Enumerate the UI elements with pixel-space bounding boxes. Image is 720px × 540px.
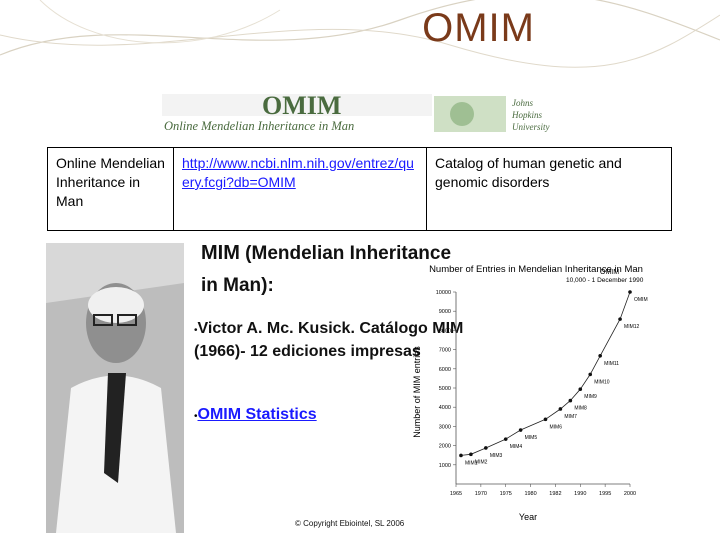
omim-statistics-link[interactable]: OMIM Statistics	[197, 406, 317, 423]
chart-point	[484, 446, 488, 450]
chart-y-tick-label: 3000	[439, 424, 451, 430]
chart-y-axis-label: Number of MIM entries	[412, 346, 422, 438]
bullet-statistics: •OMIM Statistics	[194, 406, 317, 424]
chart-point	[568, 398, 573, 403]
slide-title: OMIM	[422, 6, 535, 50]
chart-point-label: MIM10	[594, 379, 610, 385]
chart-y-tick-label: 8000	[439, 328, 451, 334]
table-cell-description: Catalog of human genetic and genomic dis…	[426, 147, 672, 231]
chart-x-tick-label: 1995	[599, 491, 611, 497]
chart-point	[543, 417, 548, 422]
chart-point	[578, 387, 583, 392]
chart-point	[459, 453, 463, 458]
chart-point-label: MIM4	[510, 444, 523, 450]
chart-y-tick-label: 10000	[436, 290, 451, 296]
chart-point-label: MIM5	[525, 435, 538, 441]
copyright-note: © Copyright Ebiointel, SL 2006	[295, 519, 405, 528]
chart-y-tick-label: 2000	[439, 444, 451, 450]
omim-url-link[interactable]: http://www.ncbi.nlm.nih.gov/entrez/query…	[182, 155, 414, 190]
chart-series-line	[460, 291, 631, 456]
chart-point-label: MIM6	[549, 424, 562, 430]
chart-point	[469, 452, 473, 457]
chart-x-tick-label: 1980	[524, 491, 536, 497]
chart-x-tick-label: 1982	[549, 491, 561, 497]
chart-point-label: MIM1	[465, 460, 478, 466]
chart-point-label: MIM8	[574, 406, 587, 412]
mckusick-photo	[46, 243, 184, 533]
bullet-mckusick: •Victor A. Mc. Kusick. Catálogo MIM (196…	[194, 318, 464, 362]
table-cell-name: Online Mendelian Inheritance in Man	[47, 147, 174, 231]
chart-point	[503, 437, 508, 441]
chart-y-tick-label: 7000	[439, 348, 451, 354]
chart-point-label: MIM11	[604, 361, 619, 367]
table-cell-url[interactable]: http://www.ncbi.nlm.nih.gov/entrez/query…	[173, 147, 427, 231]
omim-entries-chart: Number of Entries in Mendelian Inheritan…	[412, 264, 648, 522]
mim-heading-rest: (Mendelian Inheritance	[239, 243, 452, 264]
chart-point-label: MIM9	[584, 394, 597, 400]
omim-info-table: Online Mendelian Inheritance in Man http…	[47, 147, 672, 231]
chart-point	[628, 290, 632, 294]
bullet-icon: •	[194, 325, 198, 336]
omim-logo-text: OMIM	[262, 94, 341, 120]
mim-heading: MIM (Mendelian Inheritance in Man):	[201, 237, 451, 302]
chart-annotation-top: OMIM	[600, 269, 619, 276]
chart-point	[618, 317, 622, 321]
bullet-icon: •	[194, 411, 198, 422]
bullet-mckusick-text: Victor A. Mc. Kusick. Catálogo MIM (1966…	[194, 320, 464, 360]
chart-y-tick-label: 4000	[439, 405, 451, 411]
omim-banner: OMIM Online Mendelian Inheritance in Man…	[162, 94, 574, 136]
omim-banner-subtitle: Online Mendelian Inheritance in Man	[164, 119, 354, 133]
chart-point-label: MIM7	[564, 414, 577, 420]
chart-y-tick-label: 5000	[439, 386, 451, 392]
chart-x-axis-label: Year	[519, 512, 537, 522]
chart-point-label: MIM2	[475, 459, 488, 465]
chart-x-tick-label: 1990	[574, 491, 586, 497]
mim-heading-abbr: MIM	[201, 242, 240, 264]
chart-x-tick-label: 1965	[450, 491, 462, 497]
chart-x-tick-label: 2000	[624, 491, 636, 497]
chart-annotation-label: 10,000 - 1 December 1990	[566, 277, 644, 284]
chart-y-tick-label: 9000	[439, 309, 451, 315]
university-line-3: University	[512, 122, 550, 132]
mim-heading-line2: in Man):	[201, 275, 274, 296]
university-line-1: Johns	[512, 98, 533, 108]
chart-title: Number of Entries in Mendelian Inheritan…	[429, 264, 643, 275]
chart-point	[518, 428, 523, 432]
chart-point	[588, 372, 593, 377]
chart-x-tick-label: 1975	[500, 491, 512, 497]
chart-y-tick-label: 1000	[439, 463, 451, 469]
chart-x-tick-label: 1970	[475, 491, 487, 497]
chart-point-label: MIM3	[490, 453, 503, 459]
chart-point	[558, 407, 563, 411]
university-line-2: Hopkins	[511, 110, 542, 120]
chart-point	[598, 353, 602, 358]
decorative-swirl	[0, 0, 720, 68]
chart-y-tick-label: 6000	[439, 367, 451, 373]
chart-point-label: OMIM	[634, 297, 648, 303]
chart-point-label: MIM12	[624, 324, 640, 330]
